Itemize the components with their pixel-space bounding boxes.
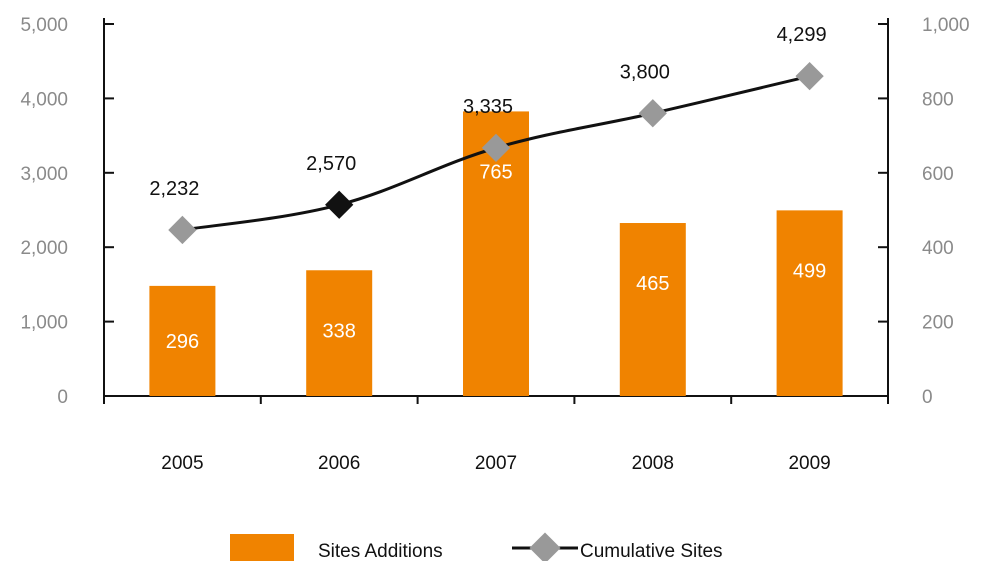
- bar-value-label: 338: [323, 320, 356, 342]
- cumulative-value-label: 3,335: [463, 96, 513, 118]
- axes: 0 1,000 2,000 3,000 4,000 5,000 0 200 400 600 800 1…: [20, 15, 969, 474]
- data-labels: 296 338 765 465 499 2,232 2,570 3,335 3,800 4,299: [149, 24, 826, 353]
- y-right-tick-label: 400: [922, 238, 954, 259]
- x-tick-label: 2007: [475, 453, 517, 474]
- bars: [149, 111, 843, 397]
- x-tick-label: 2005: [161, 453, 203, 474]
- x-tick-label: 2008: [632, 453, 674, 474]
- bar-value-label: 465: [636, 273, 669, 295]
- y-left-tick-label: 3,000: [20, 164, 68, 185]
- y-left-tick-label: 4,000: [20, 89, 68, 110]
- y-right-tick-label: 1,000: [922, 15, 970, 36]
- legend: Sites Additions Cumulative Sites: [230, 532, 723, 561]
- bar-sites-additions: [306, 270, 373, 396]
- x-tick-label: 2009: [788, 453, 830, 474]
- y-left-tick-label: 1,000: [20, 313, 68, 334]
- cumulative-point-marker: [795, 62, 824, 91]
- x-tick-label: 2006: [318, 453, 360, 474]
- bar-value-label: 499: [793, 260, 826, 282]
- cumulative-value-label: 3,800: [620, 61, 670, 83]
- legend-swatch-sites-additions: [230, 534, 294, 561]
- legend-label-sites-additions: Sites Additions: [318, 541, 443, 561]
- cumulative-value-label: 4,299: [777, 24, 827, 46]
- y-right-tick-label: 0: [922, 387, 933, 408]
- bar-sites-additions: [619, 223, 686, 396]
- y-right-tick-label: 600: [922, 164, 954, 185]
- bar-value-label: 765: [479, 161, 512, 183]
- legend-marker-cumulative-sites: [529, 532, 561, 561]
- y-right-tick-label: 800: [922, 89, 954, 110]
- y-left-tick-label: 5,000: [20, 15, 68, 36]
- y-left-tick-label: 2,000: [20, 238, 68, 259]
- cumulative-value-label: 2,232: [149, 178, 199, 200]
- legend-label-cumulative-sites: Cumulative Sites: [580, 541, 723, 561]
- bar-sites-additions: [149, 285, 216, 396]
- cumulative-point-marker: [168, 215, 197, 245]
- cumulative-value-label: 2,570: [306, 153, 356, 175]
- cumulative-point-marker: [638, 99, 667, 128]
- bar-sites-additions: [776, 210, 843, 396]
- bar-value-label: 296: [166, 331, 199, 353]
- y-right-tick-label: 200: [922, 313, 954, 334]
- cumulative-point-marker: [325, 190, 354, 219]
- y-left-tick-label: 0: [57, 387, 68, 408]
